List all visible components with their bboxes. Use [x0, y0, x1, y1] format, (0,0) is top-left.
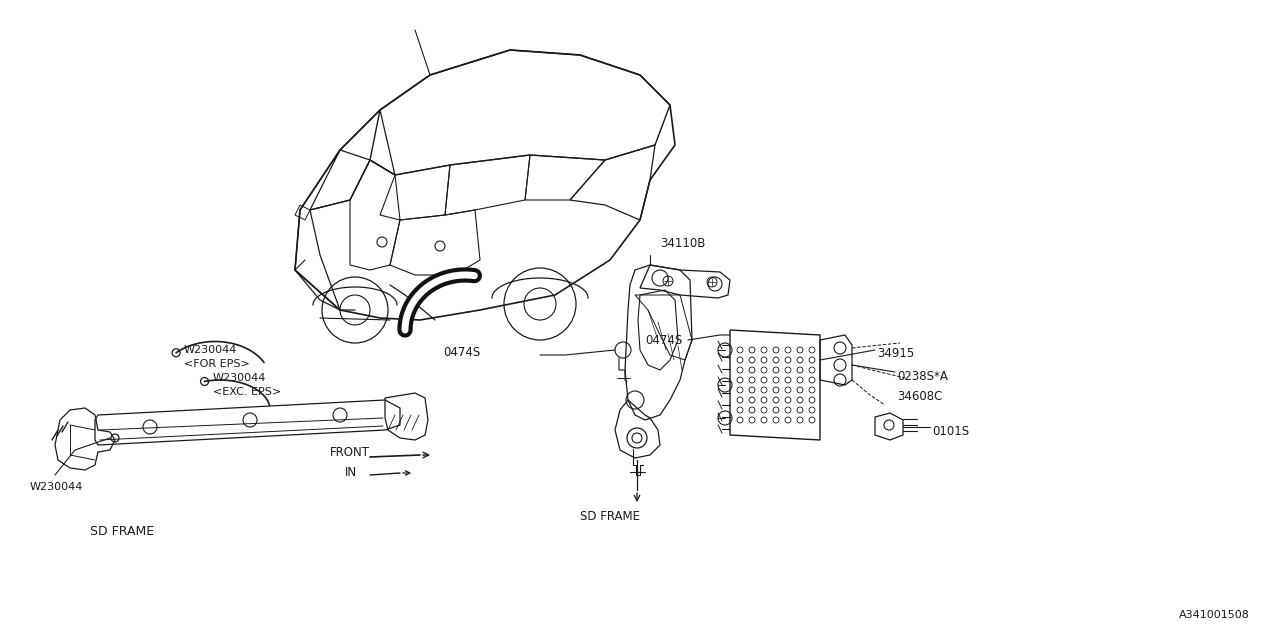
Text: A341001508: A341001508 — [1179, 610, 1251, 620]
Text: 0238S*A: 0238S*A — [897, 370, 948, 383]
Text: <EXC. EPS>: <EXC. EPS> — [212, 387, 280, 397]
Text: W230044: W230044 — [212, 374, 266, 383]
Text: W230044: W230044 — [184, 345, 238, 355]
Text: W230044: W230044 — [29, 482, 83, 492]
Text: 34110B: 34110B — [660, 237, 705, 250]
Text: FRONT: FRONT — [330, 447, 370, 460]
Text: SD FRAME: SD FRAME — [580, 510, 640, 523]
Text: 0474S: 0474S — [443, 346, 480, 358]
Text: 34608C: 34608C — [897, 390, 942, 403]
Text: 34915: 34915 — [877, 347, 914, 360]
Text: IN: IN — [346, 465, 357, 479]
Text: SD FRAME: SD FRAME — [90, 525, 154, 538]
Text: 0474S: 0474S — [645, 333, 682, 346]
Text: 0101S: 0101S — [932, 425, 969, 438]
Text: <FOR EPS>: <FOR EPS> — [184, 359, 250, 369]
